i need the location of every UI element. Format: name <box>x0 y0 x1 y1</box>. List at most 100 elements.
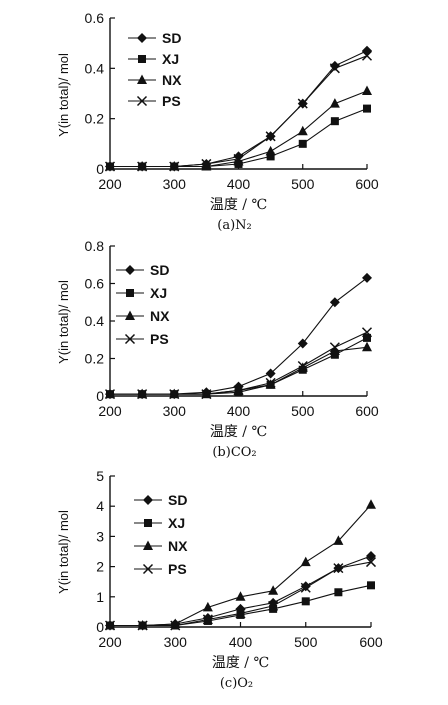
x-tick-label: 200 <box>98 634 122 650</box>
data-point <box>268 585 279 595</box>
legend-marker <box>136 95 148 107</box>
data-point <box>297 360 308 372</box>
data-point <box>329 345 340 355</box>
legend: SD XJ NX PS <box>134 492 188 577</box>
data-point <box>329 297 340 308</box>
data-point <box>265 368 276 379</box>
axes <box>109 246 367 397</box>
series-sd <box>105 272 372 400</box>
axes <box>109 18 367 170</box>
y-axis-label: Y(in total)/ mol <box>56 53 71 137</box>
data-point <box>366 499 376 509</box>
data-point <box>363 104 371 113</box>
legend-marker <box>142 563 154 575</box>
y-tick-label: 0 <box>96 619 104 635</box>
legend-label: NX <box>162 72 182 88</box>
data-point <box>363 333 371 342</box>
data-point <box>201 158 212 169</box>
data-point <box>170 620 181 631</box>
series-line <box>110 277 368 395</box>
chart-caption: (a)N₂ <box>217 218 251 233</box>
x-tick-label: 300 <box>163 176 187 192</box>
legend-marker <box>143 540 153 550</box>
data-point <box>104 620 116 631</box>
data-point <box>297 98 308 109</box>
x-tick-label: 600 <box>355 176 379 192</box>
data-point <box>300 582 311 593</box>
data-point <box>236 610 245 619</box>
y-axis-label: Y(in total)/ mol <box>56 510 71 594</box>
data-point <box>203 616 212 625</box>
legend-label: XJ <box>162 51 179 67</box>
data-point <box>233 385 244 396</box>
data-point <box>201 389 212 400</box>
data-point <box>333 535 344 545</box>
legend-label: PS <box>162 93 181 109</box>
legend: SD XJ NX PS <box>128 30 182 109</box>
data-point <box>137 389 148 400</box>
x-axis-label: 温度 / ℃ <box>210 424 267 440</box>
data-point <box>362 272 372 283</box>
x-tick-label: 300 <box>164 634 188 650</box>
data-point <box>233 155 244 166</box>
chart-caption: (c)O₂ <box>220 676 253 691</box>
legend-marker <box>126 289 134 297</box>
legend-label: NX <box>150 308 170 324</box>
y-tick-label: 0.4 <box>85 60 105 76</box>
legend-marker <box>137 74 147 84</box>
y-tick-label: 0.2 <box>85 351 105 367</box>
data-point <box>333 563 344 574</box>
legend-marker <box>138 55 146 63</box>
x-tick-label: 400 <box>227 176 251 192</box>
x-tick-label: 200 <box>98 403 122 419</box>
data-point <box>362 85 372 95</box>
data-point <box>269 604 278 613</box>
y-tick-label: 0.6 <box>85 276 105 292</box>
x-tick-label: 300 <box>163 403 187 419</box>
data-point <box>268 600 279 611</box>
y-tick-label: 0.8 <box>85 238 105 254</box>
data-point <box>137 161 148 172</box>
data-point <box>266 152 275 161</box>
x-tick-label: 200 <box>98 176 122 192</box>
data-point <box>301 597 310 606</box>
series-ps <box>104 327 373 400</box>
data-point <box>104 161 116 172</box>
y-tick-label: 0 <box>96 388 104 404</box>
legend-label: SD <box>150 262 169 278</box>
legend-label: PS <box>168 561 187 577</box>
y-tick-label: 0.6 <box>85 10 105 26</box>
chart-panel-3: 0 1 2 3 4 5 200 300 400 500 600 Y(in total)/ mol 温度 … <box>56 468 383 691</box>
data-point <box>235 591 246 601</box>
x-tick-label: 400 <box>227 403 251 419</box>
data-point <box>362 45 372 56</box>
data-point <box>334 588 343 597</box>
legend-label: XJ <box>150 285 167 301</box>
y-tick-label: 0.2 <box>85 111 105 127</box>
series-ps <box>104 557 377 631</box>
data-point <box>137 620 148 631</box>
legend-marker <box>125 310 135 320</box>
x-axis-label: 温度 / ℃ <box>212 655 269 671</box>
legend-marker <box>137 33 147 43</box>
legend-label: SD <box>162 30 181 46</box>
legend-label: NX <box>168 538 188 554</box>
y-tick-label: 1 <box>96 589 104 605</box>
data-point <box>169 161 180 172</box>
data-point <box>169 389 180 400</box>
legend-label: XJ <box>168 515 185 531</box>
data-point <box>265 377 276 388</box>
data-point <box>233 153 244 164</box>
y-axis-label: Y(in total)/ mol <box>56 280 71 364</box>
data-point <box>201 160 212 171</box>
data-point <box>362 341 372 352</box>
legend-marker <box>125 265 135 275</box>
data-point <box>367 581 375 590</box>
data-point <box>329 342 340 353</box>
legend-label: SD <box>168 492 187 508</box>
data-point <box>265 145 276 156</box>
data-point <box>202 601 213 612</box>
y-tick-label: 0.4 <box>85 313 105 329</box>
chart-panel-2: 0 0.2 0.4 0.6 0.8 200 300 400 500 600 Y(in total)/… <box>56 238 379 460</box>
